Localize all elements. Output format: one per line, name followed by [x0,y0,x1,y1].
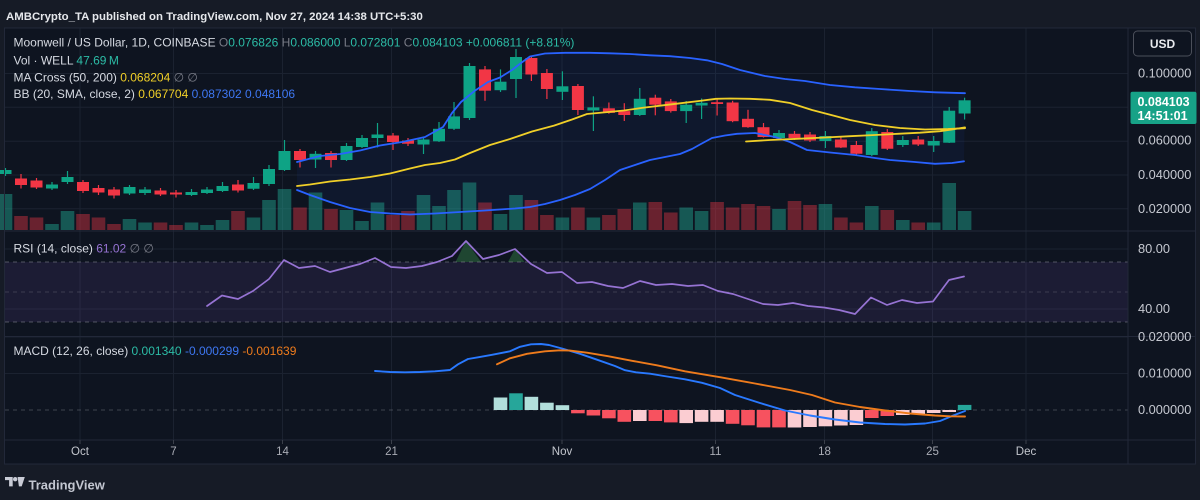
svg-text:TradingView: TradingView [29,478,106,493]
svg-text:Dec: Dec [1016,446,1037,458]
svg-text:AMBCrypto_TA published on Trad: AMBCrypto_TA published on TradingView.co… [6,11,423,23]
svg-text:USD: USD [1150,37,1176,51]
svg-text:14:51:01: 14:51:01 [1138,109,1188,123]
svg-text:MACD (12, 26, close) 0.001340: MACD (12, 26, close) 0.001340 -0.000299 … [14,344,297,358]
svg-text:0.000000: 0.000000 [1138,402,1191,417]
svg-text:18: 18 [818,446,831,458]
svg-text:MA Cross (50, 200) 0.068204 ∅: MA Cross (50, 200) 0.068204 ∅ ∅ [14,71,198,85]
svg-text:0.010000: 0.010000 [1138,366,1191,381]
svg-text:Oct: Oct [71,446,90,458]
svg-text:21: 21 [385,446,398,458]
svg-text:0.040000: 0.040000 [1138,167,1191,182]
svg-text:Moonwell / US Dollar, 1D, COIN: Moonwell / US Dollar, 1D, COINBASE O0.07… [14,36,575,50]
svg-text:BB (20, SMA, close, 2) 0.06770: BB (20, SMA, close, 2) 0.067704 0.087302… [14,87,296,101]
svg-text:7: 7 [170,446,176,458]
svg-text:0.020000: 0.020000 [1138,329,1191,344]
svg-text:RSI (14, close) 61.02 ∅ ∅: RSI (14, close) 61.02 ∅ ∅ [14,242,154,256]
svg-text:Nov: Nov [552,446,573,458]
svg-text:0.084103: 0.084103 [1138,95,1190,109]
svg-text:14: 14 [276,446,289,458]
svg-text:0.020000: 0.020000 [1138,201,1191,216]
svg-text:0.060000: 0.060000 [1138,133,1191,148]
svg-text:11: 11 [710,446,722,458]
svg-text:80.00: 80.00 [1138,241,1170,256]
svg-text:Vol · WELL 47.69 M: Vol · WELL 47.69 M [14,54,119,68]
svg-text:0.100000: 0.100000 [1138,66,1191,81]
svg-text:40.00: 40.00 [1138,301,1170,316]
svg-text:25: 25 [926,446,939,458]
